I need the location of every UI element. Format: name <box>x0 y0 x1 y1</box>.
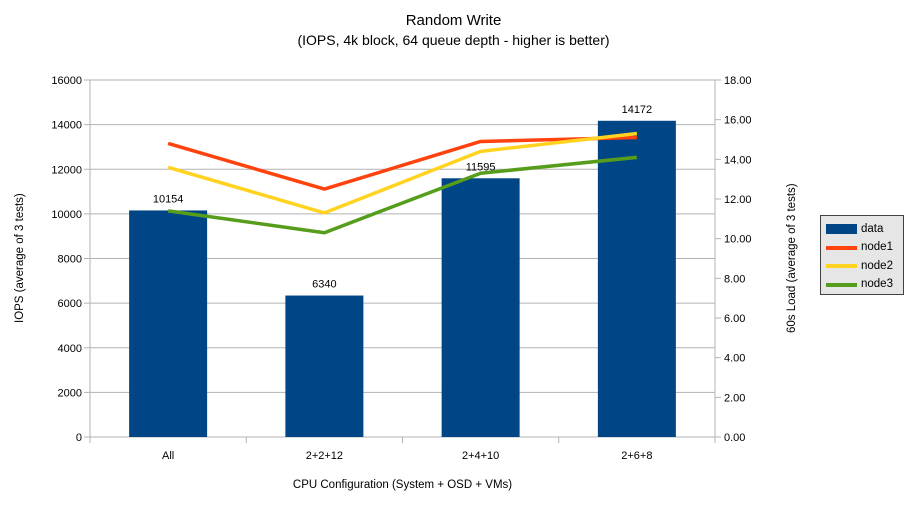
right-axis-tick-label: 8.00 <box>724 273 745 285</box>
right-axis-tick-label: 18.00 <box>724 75 752 87</box>
legend-item-node3: node3 <box>826 276 903 295</box>
line-series-node1 <box>167 135 637 191</box>
left-axis-tick-label: 16000 <box>51 75 82 87</box>
legend-item-node2: node2 <box>826 257 903 276</box>
bar-All <box>129 210 208 437</box>
legend-item-node1: node1 <box>826 239 903 258</box>
legend-item-data: data <box>826 220 903 239</box>
chart-subtitle: (IOPS, 4k block, 64 queue depth - higher… <box>297 32 610 48</box>
legend-label: data <box>861 222 884 235</box>
x-axis-title: CPU Configuration (System + OSD + VMs) <box>292 479 513 491</box>
legend-swatch-node3 <box>826 282 857 287</box>
bar-value-label: 6340 <box>312 279 336 291</box>
legend-label: node2 <box>861 259 893 272</box>
right-axis-tick-label: 14.00 <box>724 154 752 166</box>
left-axis-title: IOPS (average of 3 tests) <box>14 193 26 324</box>
legend: data node1 node2 node3 <box>820 215 904 295</box>
bar-2+6+8 <box>597 120 676 438</box>
right-axis-tick-label: 10.00 <box>724 234 752 246</box>
chart-title: Random Write <box>405 12 502 29</box>
left-axis-tick-label: 6000 <box>58 298 82 310</box>
left-axis-tick-label: 8000 <box>58 254 82 266</box>
left-axis-tick-label: 0 <box>76 432 82 444</box>
bar-value-label: 10154 <box>153 193 184 205</box>
right-axis-tick-label: 4.00 <box>724 353 745 365</box>
right-axis-tick-label: 0.00 <box>724 432 745 444</box>
bar-value-label: 14172 <box>622 104 653 116</box>
left-axis-tick-label: 2000 <box>58 387 82 399</box>
right-axis-tick-label: 16.00 <box>724 115 752 127</box>
left-axis-tick-label: 14000 <box>51 120 82 132</box>
left-axis-tick-label: 12000 <box>51 164 82 176</box>
legend-swatch-node1 <box>826 245 857 250</box>
category-label: All <box>162 450 174 462</box>
left-axis-tick-label: 10000 <box>51 209 82 221</box>
left-axis-tick-label: 4000 <box>58 343 82 355</box>
legend-label: node1 <box>861 241 893 253</box>
category-label: 2+6+8 <box>621 450 652 462</box>
category-label: 2+4+10 <box>462 450 499 462</box>
legend-swatch-node2 <box>826 264 857 269</box>
right-axis-title: 60s Load (average of 3 tests) <box>786 183 798 334</box>
right-axis-tick-label: 12.00 <box>724 194 752 206</box>
line-series-node2 <box>167 131 638 215</box>
right-axis-tick-label: 2.00 <box>724 392 745 404</box>
right-axis-tick-label: 6.00 <box>724 313 745 325</box>
bar-value-label: 11595 <box>466 161 496 173</box>
category-label: 2+2+12 <box>306 450 343 462</box>
bar-2+2+12 <box>285 295 364 437</box>
line-series-node3 <box>167 155 638 235</box>
legend-label: node3 <box>861 278 893 290</box>
legend-swatch-data <box>826 224 857 235</box>
bar-2+4+10 <box>441 178 520 437</box>
